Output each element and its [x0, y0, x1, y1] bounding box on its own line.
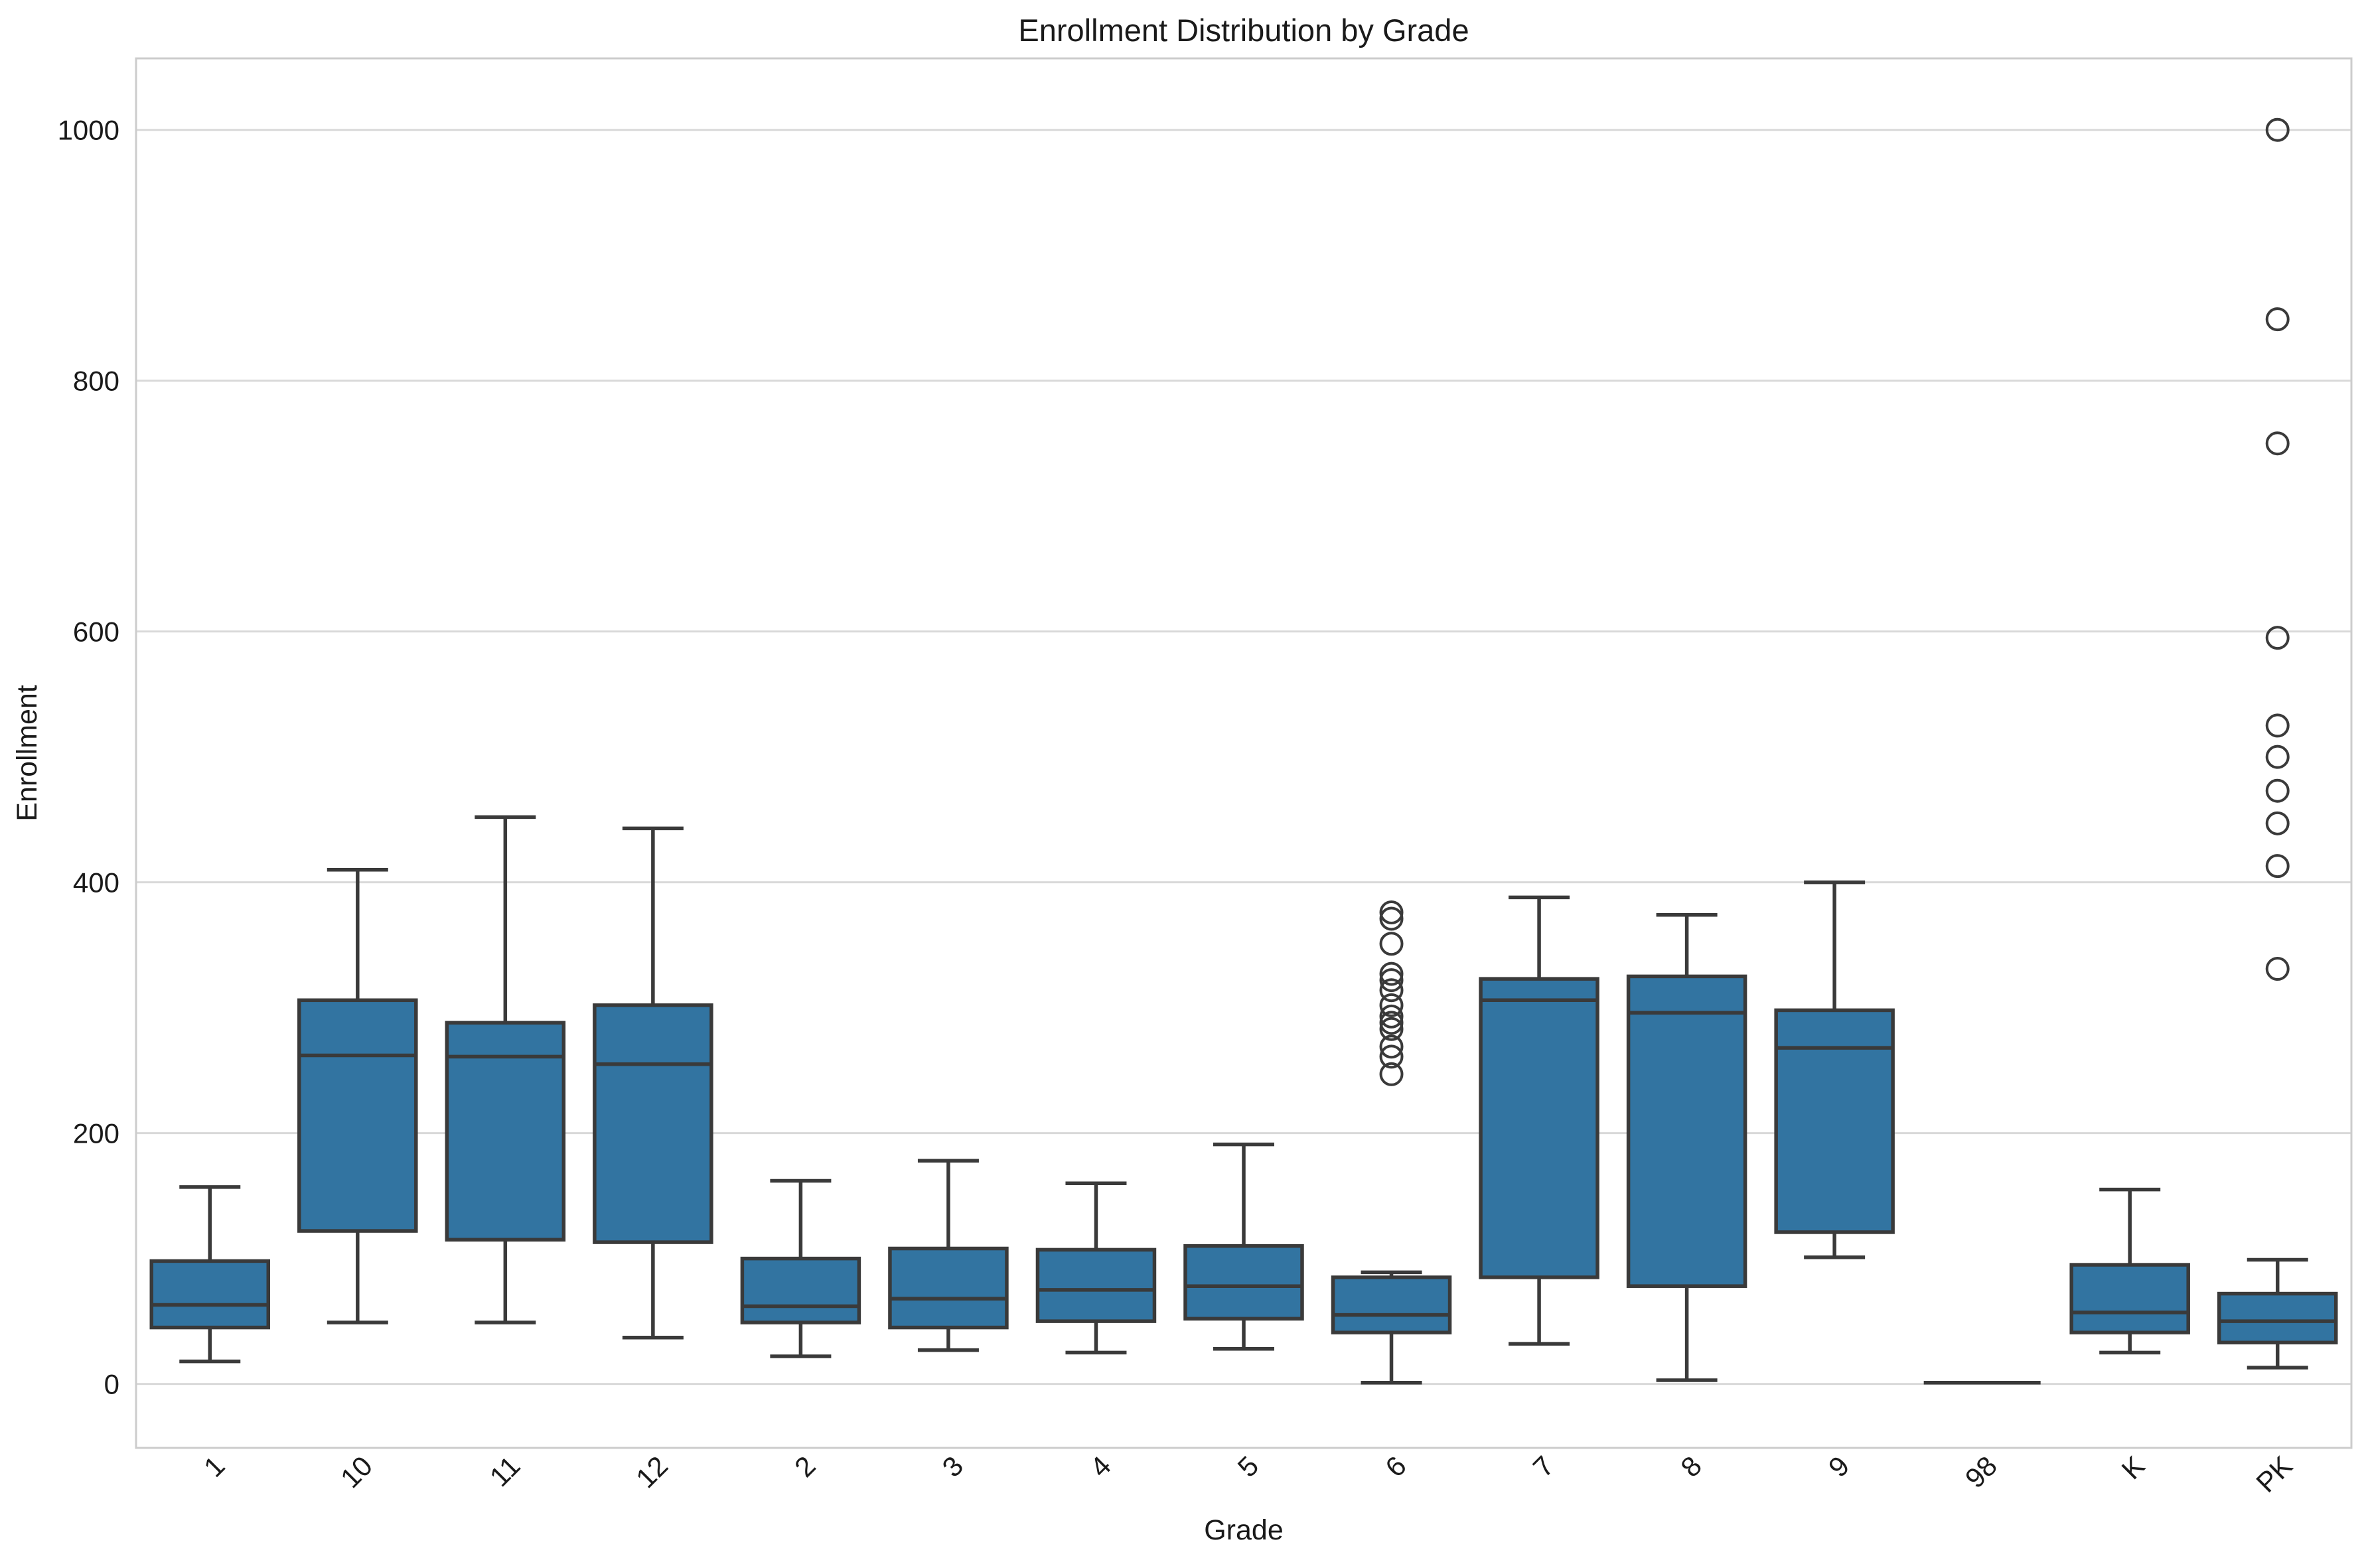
x-tick-label-8: 8	[1674, 1450, 1708, 1483]
box-grade-6	[1331, 900, 1452, 1385]
x-tick-label-98: 98	[1959, 1450, 2003, 1494]
y-tick-label-200: 200	[73, 1118, 119, 1149]
iqr-box	[2069, 1263, 2190, 1334]
x-tick-label-1: 1	[198, 1450, 231, 1483]
box-grade-5	[1183, 1142, 1304, 1351]
iqr-box	[1331, 1275, 1452, 1334]
plot-border	[135, 57, 2353, 1449]
x-tick-label-4: 4	[1084, 1450, 1117, 1483]
y-tick-label-0: 0	[104, 1369, 119, 1400]
x-tick-label-5: 5	[1232, 1450, 1265, 1483]
y-tick-labels: 0 200 400 600 800 1000	[58, 115, 119, 1400]
x-tick-label-12: 12	[630, 1450, 674, 1494]
box-grade-8	[1626, 913, 1747, 1382]
outlier-point	[2265, 745, 2290, 769]
x-tick-label-10: 10	[334, 1450, 378, 1494]
box-grade-7	[1479, 895, 1599, 1346]
outlier-point	[1379, 1017, 1404, 1041]
outlier-point	[1379, 978, 1404, 1003]
outlier-point	[2265, 431, 2290, 456]
outlier-point	[1379, 1034, 1404, 1059]
outlier-point	[1379, 968, 1404, 993]
outlier-point	[2265, 811, 2290, 835]
x-tick-label-2: 2	[788, 1450, 822, 1483]
iqr-box	[1774, 1008, 1895, 1234]
outlier-point	[1379, 906, 1404, 931]
outlier-point	[1379, 900, 1404, 925]
x-axis-label: Grade	[1204, 1514, 1284, 1546]
box-grade-1	[149, 1185, 271, 1364]
outlier-point	[1379, 993, 1404, 1017]
iqr-box	[1183, 1244, 1304, 1321]
outlier-point	[1379, 1062, 1404, 1086]
x-tick-label-6: 6	[1379, 1450, 1412, 1483]
iqr-box	[1479, 977, 1599, 1279]
box-grade-3	[888, 1159, 1009, 1352]
x-tick-label-PK: PK	[2250, 1450, 2298, 1498]
iqr-box	[2217, 1291, 2338, 1344]
iqr-box	[593, 1003, 713, 1244]
outlier-point	[1379, 962, 1404, 986]
x-tick-labels: 1 10 11 12 2 3 4 5 6 7 8 9 98 K PK	[198, 1450, 2298, 1498]
y-tick-label-1000: 1000	[58, 115, 119, 146]
chart-title: Enrollment Distribution by Grade	[1018, 13, 1469, 48]
y-axis-label: Enrollment	[11, 685, 43, 821]
iqr-box	[888, 1246, 1009, 1330]
iqr-box	[1035, 1247, 1157, 1323]
y-tick-label-600: 600	[73, 616, 119, 648]
box-grade-11	[445, 815, 566, 1324]
y-tick-label-400: 400	[73, 867, 119, 898]
iqr-box	[149, 1259, 271, 1330]
x-tick-label-11: 11	[484, 1450, 526, 1492]
iqr-box	[445, 1021, 566, 1242]
box-grade-K	[2069, 1187, 2190, 1355]
outlier-point	[1379, 1011, 1404, 1035]
outlier-point	[2265, 117, 2290, 142]
outlier-point	[2265, 713, 2290, 738]
box-grade-12	[593, 826, 713, 1340]
y-tick-label-800: 800	[73, 366, 119, 397]
outlier-point	[2265, 957, 2290, 981]
outlier-point	[2265, 307, 2290, 332]
x-tick-label-7: 7	[1527, 1450, 1560, 1483]
box-grade-9	[1774, 880, 1895, 1259]
iqr-box	[1626, 974, 1747, 1288]
outlier-point	[1379, 1044, 1404, 1069]
box-grade-10	[297, 868, 418, 1324]
box-grade-2	[740, 1178, 861, 1358]
boxes-group	[149, 117, 2338, 1385]
iqr-box	[740, 1256, 861, 1324]
outlier-point	[2265, 626, 2290, 650]
outlier-point	[1379, 932, 1404, 956]
box-grade-PK	[2217, 117, 2338, 1370]
x-tick-label-K: K	[2116, 1450, 2151, 1485]
outlier-point	[1379, 1004, 1404, 1029]
iqr-box	[297, 998, 418, 1233]
outlier-point	[2265, 778, 2290, 803]
x-tick-label-3: 3	[936, 1450, 970, 1483]
x-tick-label-9: 9	[1822, 1450, 1856, 1483]
box-grade-4	[1035, 1181, 1157, 1355]
outlier-point	[2265, 854, 2290, 879]
